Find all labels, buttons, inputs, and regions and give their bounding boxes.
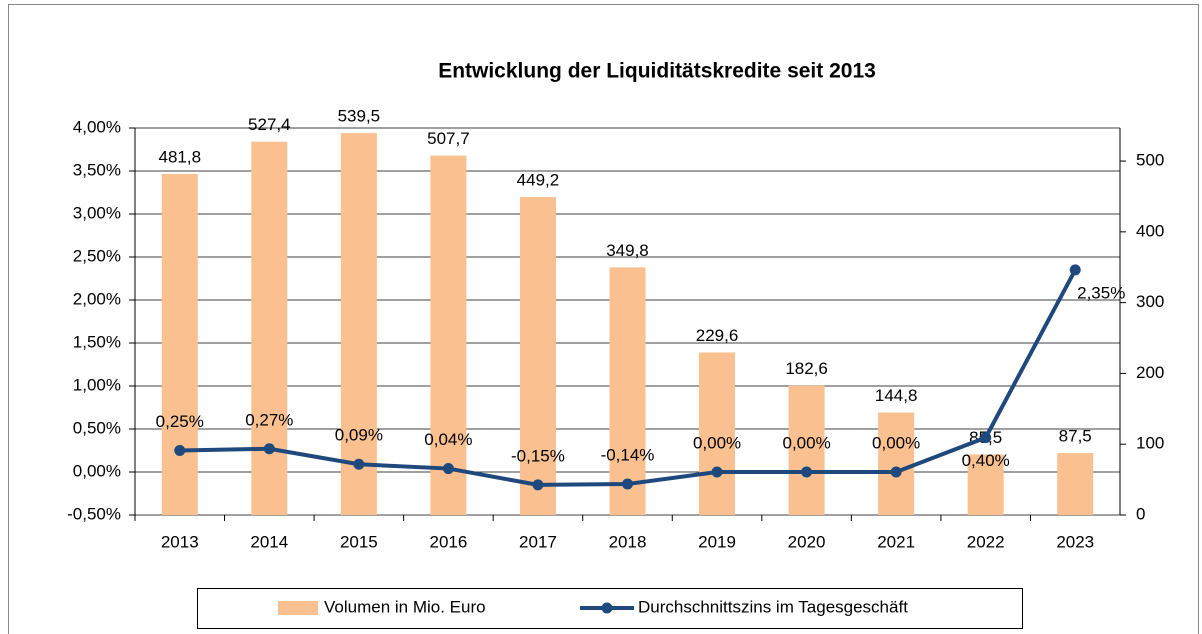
- bar-value-label: 527,4: [248, 115, 291, 134]
- x-tick-label: 2020: [788, 532, 826, 551]
- y2-tick-label: 200: [1136, 363, 1164, 382]
- legend-marker: [601, 602, 613, 614]
- line-marker: [622, 478, 633, 490]
- bar-value-label: 349,8: [606, 241, 649, 260]
- x-tick-label: 2015: [340, 532, 378, 551]
- line-value-label: 0,00%: [782, 433, 830, 452]
- bar: [788, 385, 825, 515]
- y-tick-label: 1,50%: [73, 332, 121, 351]
- chart-border: [8, 4, 1199, 634]
- bar: [340, 133, 377, 516]
- line-value-label: 0,40%: [962, 451, 1010, 470]
- x-tick-label: 2013: [161, 532, 199, 551]
- line-marker: [353, 458, 365, 470]
- line-marker: [711, 466, 723, 478]
- line-marker: [532, 479, 544, 491]
- x-tick-label: 2017: [519, 532, 557, 551]
- line-value-label: -0,14%: [601, 446, 655, 465]
- line-value-label: 0,25%: [156, 412, 204, 431]
- y-tick-label: 4,00%: [73, 117, 121, 136]
- line-value-label: -0,15%: [511, 446, 565, 465]
- bar-value-label: 481,8: [158, 147, 201, 166]
- line-value-label: 0,00%: [872, 433, 920, 452]
- bar: [1057, 453, 1094, 515]
- x-tick-label: 2023: [1056, 532, 1094, 551]
- line-marker: [890, 466, 902, 478]
- y2-tick-label: 0: [1136, 504, 1145, 523]
- line-marker: [980, 432, 992, 444]
- y2-tick-label: 500: [1136, 151, 1164, 170]
- legend-swatch: [278, 601, 318, 615]
- line-marker: [263, 443, 275, 455]
- bar: [699, 352, 736, 515]
- line-value-label: 0,00%: [693, 433, 741, 452]
- line-marker: [174, 445, 186, 456]
- bar-value-label: 539,5: [338, 107, 381, 126]
- bar-value-label: 449,2: [517, 171, 560, 190]
- line-marker: [801, 466, 813, 478]
- y-tick-label: 2,50%: [73, 246, 121, 265]
- y2-tick-label: 100: [1136, 434, 1164, 453]
- y2-tick-label: 400: [1136, 221, 1164, 240]
- y-tick-label: -0,50%: [67, 504, 121, 523]
- line-value-label: 0,09%: [335, 426, 383, 445]
- bar-value-label: 144,8: [875, 386, 918, 405]
- y-tick-label: 0,00%: [73, 461, 121, 480]
- legend-label: Durchschnittszins im Tagesgeschäft: [638, 597, 908, 616]
- x-tick-label: 2016: [429, 532, 467, 551]
- y-tick-label: 3,00%: [73, 203, 121, 222]
- line-value-label: 2,35%: [1077, 283, 1125, 302]
- y-tick-label: 1,00%: [73, 375, 121, 394]
- bar-value-label: 507,7: [427, 129, 470, 148]
- bar: [878, 412, 915, 515]
- line-value-label: 0,27%: [245, 410, 293, 429]
- line-marker: [1069, 264, 1081, 276]
- bar-value-label: 229,6: [696, 326, 739, 345]
- y-tick-label: 2,00%: [73, 289, 121, 308]
- legend-label: Volumen in Mio. Euro: [324, 597, 486, 616]
- line-marker: [442, 463, 454, 475]
- chart-title: Entwicklung der Liquiditätskredite seit …: [438, 60, 876, 83]
- bar: [519, 197, 556, 515]
- bar: [609, 267, 646, 515]
- y-tick-label: 3,50%: [73, 160, 121, 179]
- x-tick-label: 2014: [250, 532, 288, 551]
- y-tick-label: 0,50%: [73, 418, 121, 437]
- bar: [430, 155, 467, 515]
- line-value-label: 0,04%: [424, 430, 472, 449]
- bar-value-label: 87,5: [1059, 427, 1092, 446]
- bar: [161, 173, 198, 515]
- bar-value-label: 182,6: [785, 359, 828, 378]
- x-tick-label: 2021: [877, 532, 915, 551]
- bar: [967, 454, 1004, 515]
- x-tick-label: 2018: [609, 532, 647, 551]
- x-tick-label: 2022: [967, 532, 1005, 551]
- y2-tick-label: 300: [1136, 292, 1164, 311]
- bar: [251, 141, 288, 515]
- x-tick-label: 2019: [698, 532, 736, 551]
